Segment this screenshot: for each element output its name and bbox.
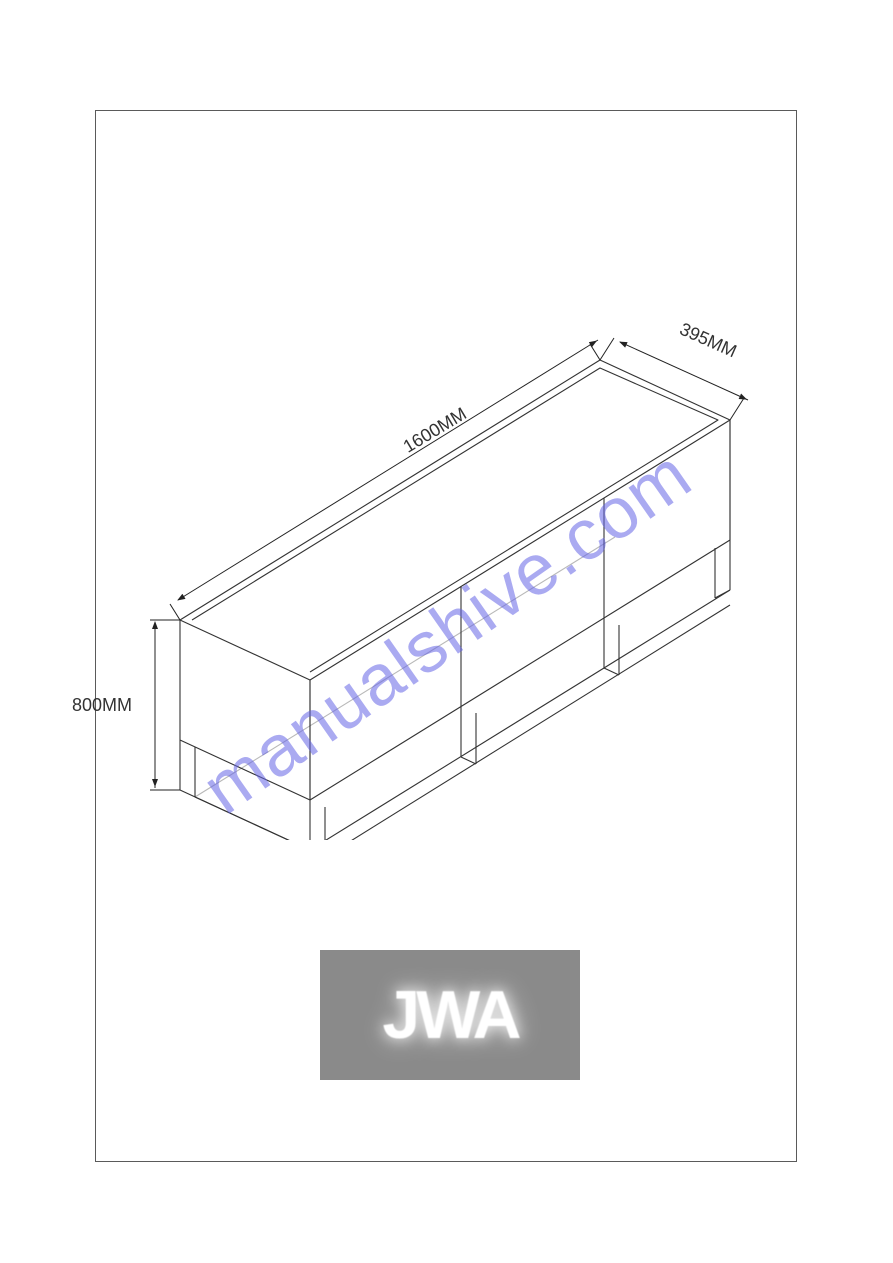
brand-logo-box: JWA bbox=[320, 950, 580, 1080]
cabinet-diagram bbox=[120, 280, 770, 840]
dim-height-label: 800MM bbox=[72, 695, 132, 716]
brand-logo-text: JWA bbox=[382, 976, 517, 1054]
diagram-container: 1600MM 395MM 800MM bbox=[120, 280, 770, 840]
page: 1600MM 395MM 800MM JWA manualshive.com bbox=[0, 0, 893, 1263]
